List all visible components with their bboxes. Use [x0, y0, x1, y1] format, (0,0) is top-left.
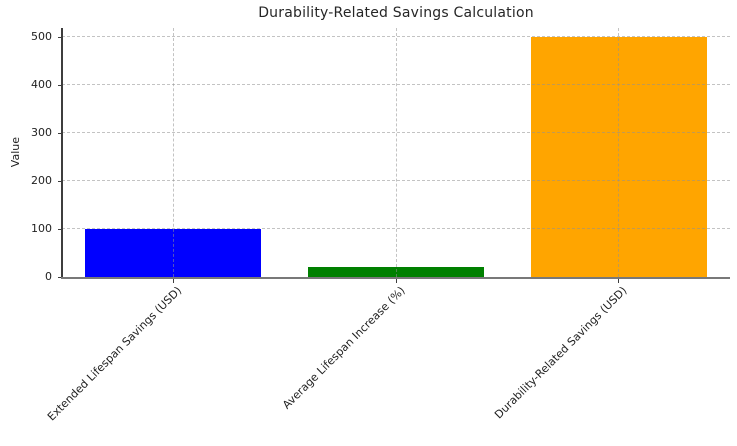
v-gridline [618, 28, 620, 277]
x-tick-label: Durability-Related Savings (USD) [492, 284, 630, 422]
v-gridline [395, 28, 397, 277]
plot-area [61, 28, 730, 279]
y-tick-mark [58, 180, 62, 182]
y-tick-label: 100 [31, 222, 52, 235]
x-tick-label: Extended Lifespan Savings (USD) [45, 284, 185, 424]
x-tick-label: Average Lifespan Increase (%) [279, 284, 408, 412]
bottom-axis-spine [61, 277, 730, 279]
y-tick-label: 200 [31, 174, 52, 187]
y-tick-mark [58, 36, 62, 38]
x-tick-mark [395, 279, 397, 283]
y-tick-mark [58, 276, 62, 278]
y-tick-mark [58, 132, 62, 134]
v-gridline [172, 28, 174, 277]
x-tick-mark [172, 279, 175, 283]
y-tick-label: 500 [31, 30, 52, 43]
y-axis-label-text: Value [8, 137, 22, 168]
chart-title: Durability-Related Savings Calculation [258, 5, 534, 21]
y-axis-label: Value [7, 28, 23, 277]
y-tick-mark [58, 228, 62, 230]
y-tick-label: 400 [31, 78, 52, 91]
y-tick-mark [58, 84, 62, 86]
y-tick-label: 300 [31, 126, 52, 139]
x-tick-mark [618, 279, 620, 283]
y-tick-label: 0 [45, 270, 52, 283]
left-axis-spine [61, 28, 63, 277]
